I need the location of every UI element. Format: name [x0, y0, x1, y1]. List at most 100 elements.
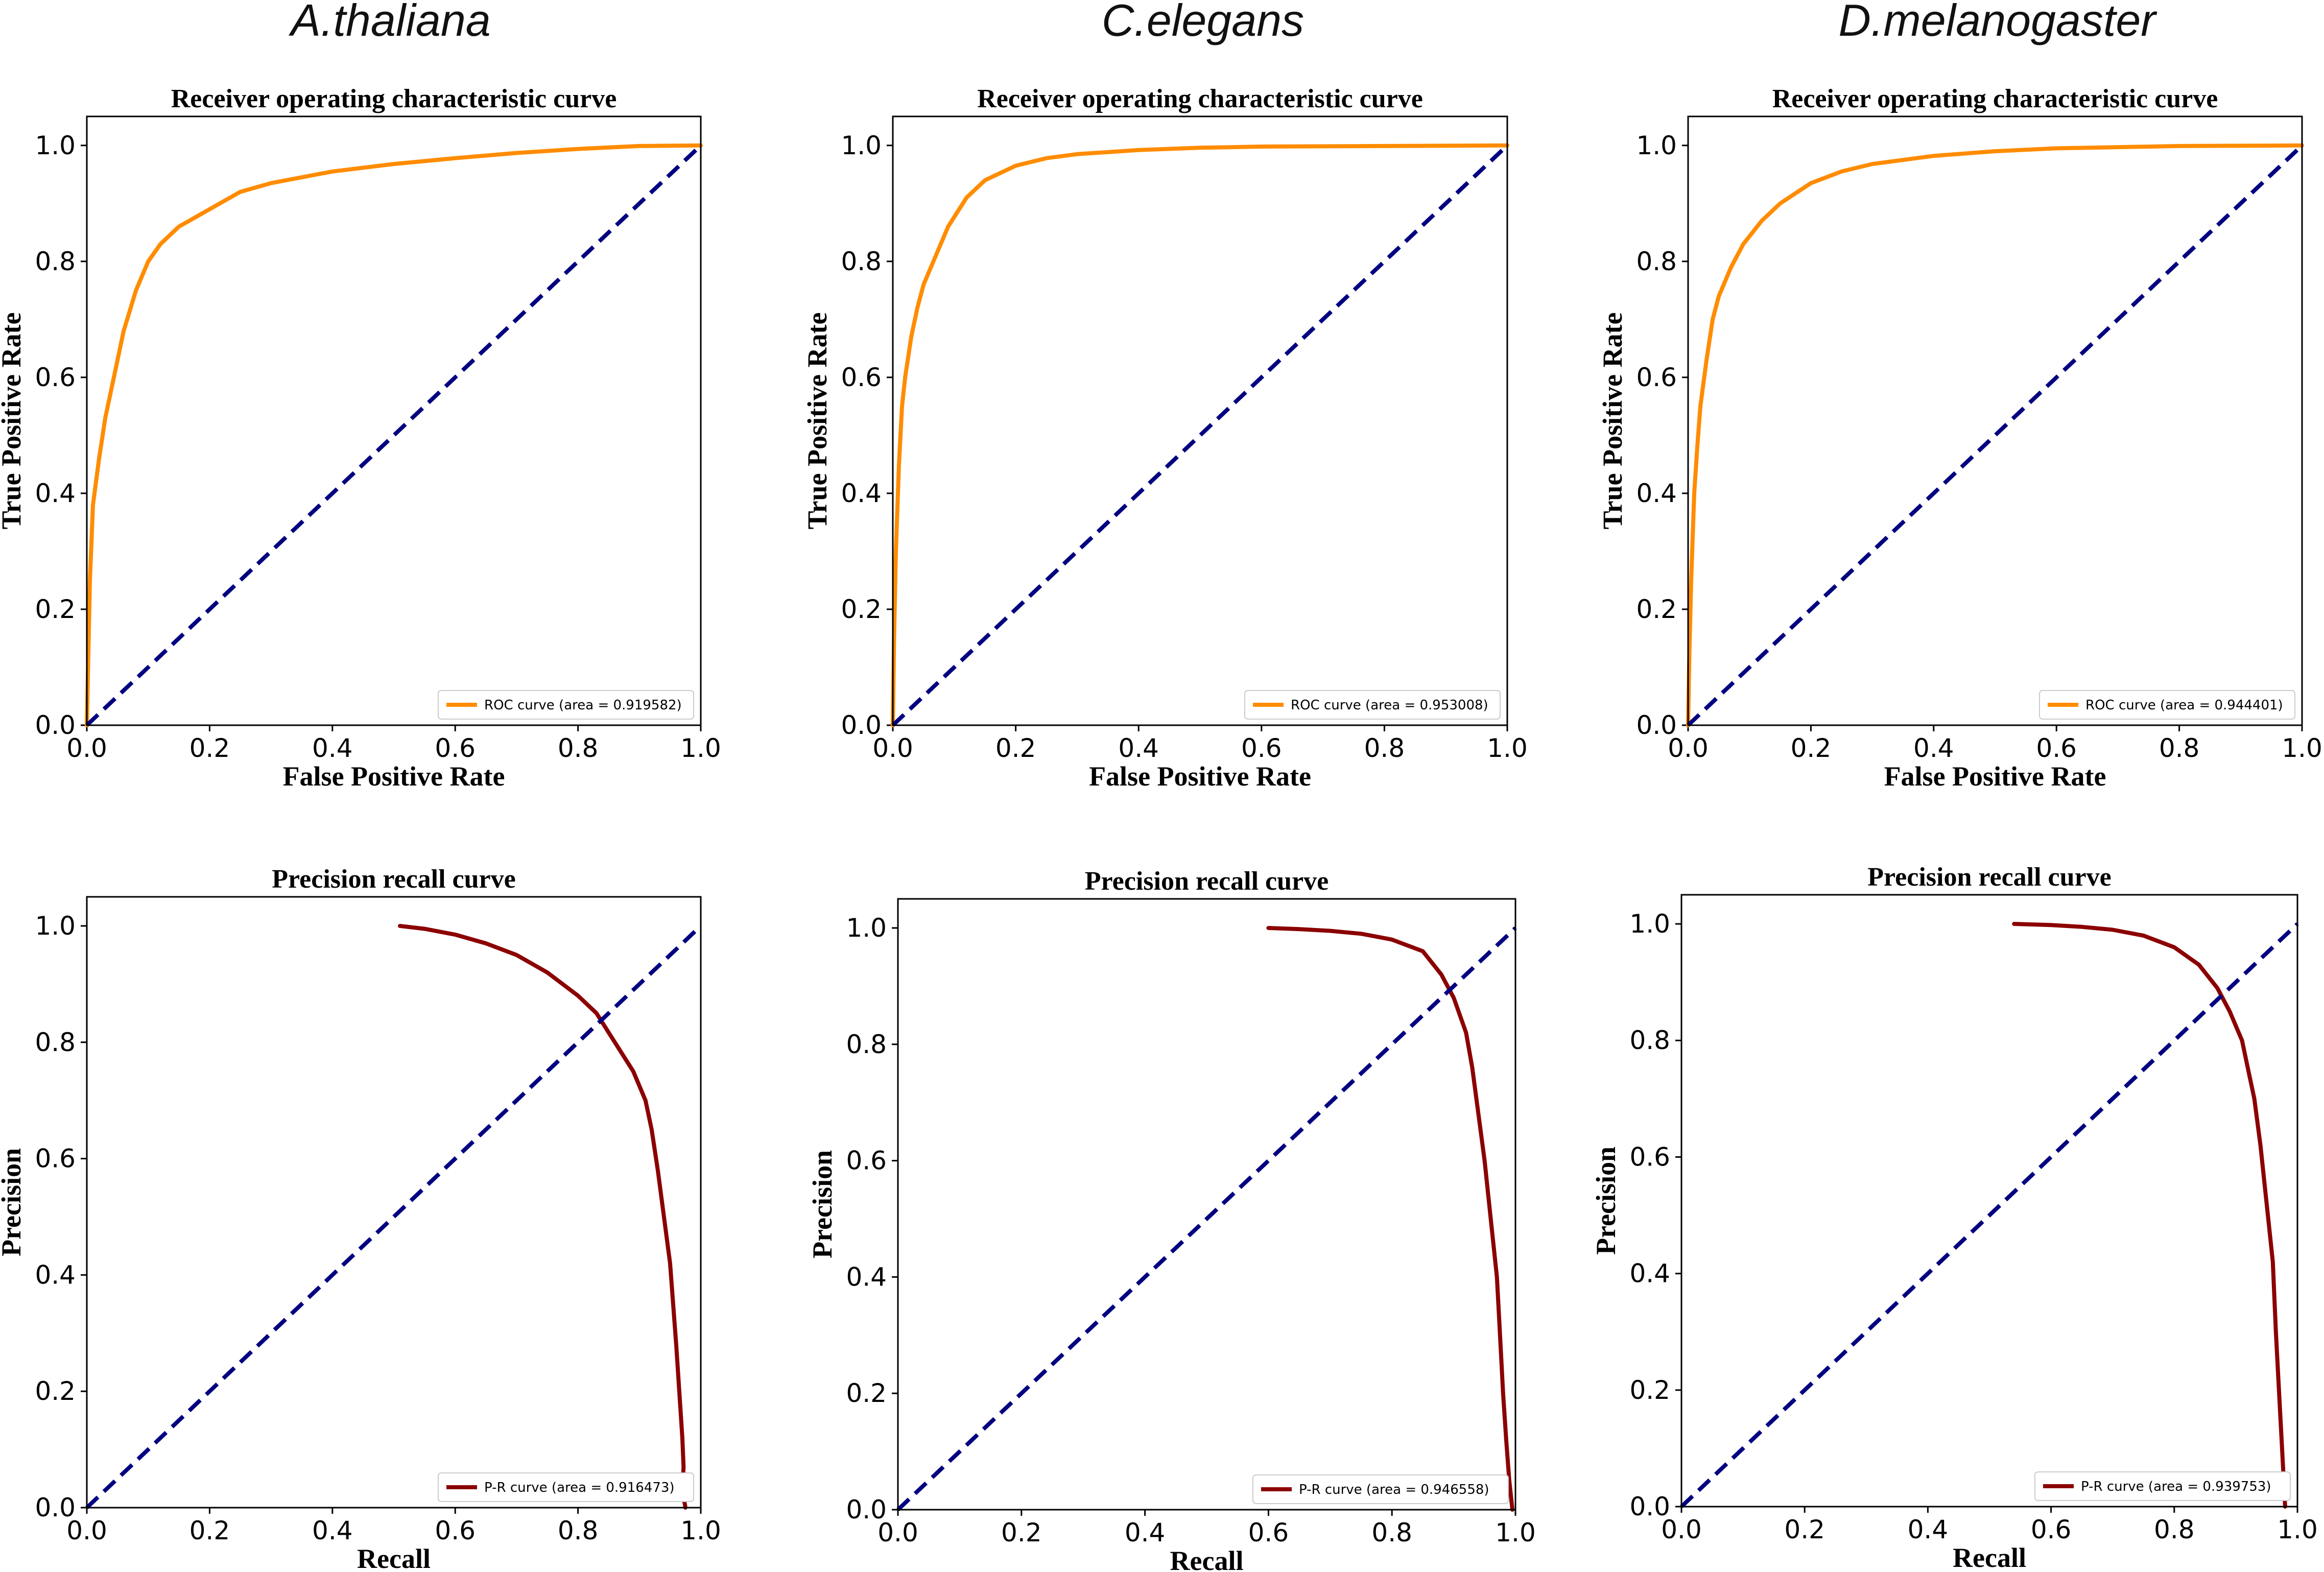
- diagonal-reference-line: [85, 924, 702, 1509]
- y-tick-label: 0.4: [841, 479, 882, 508]
- x-tick-label: 0.6: [435, 1516, 476, 1545]
- x-tick-label: 0.6: [1241, 733, 1282, 763]
- plot-frame: [897, 898, 1516, 1511]
- x-tick-label: 0.2: [189, 1516, 230, 1545]
- chart-title: Receiver operating characteristic curve: [171, 84, 617, 113]
- legend-box: [2039, 690, 2295, 720]
- x-tick-label: 0.4: [312, 733, 353, 763]
- x-tick-label: 0.2: [1791, 733, 1832, 763]
- chart-title: Precision recall curve: [1867, 863, 2111, 892]
- legend-box: [1252, 1474, 1509, 1504]
- x-tick-label: 0.4: [312, 1516, 353, 1545]
- diagonal-reference-line: [1687, 144, 2304, 727]
- x-tick-label: 1.0: [680, 733, 721, 763]
- y-tick-label: 1.0: [35, 131, 76, 160]
- x-tick-label: 0.2: [189, 733, 230, 763]
- x-tick-label: 1.0: [1487, 733, 1528, 763]
- x-tick-label: 0.0: [1661, 1515, 1702, 1544]
- x-tick-label: 0.6: [2036, 733, 2077, 763]
- y-tick-label: 0.0: [35, 1493, 76, 1522]
- y-tick-label: 0.8: [35, 247, 76, 276]
- y-axis-label: True Positive Rate: [1597, 313, 1628, 530]
- legend-label: P-R curve (area = 0.946558): [1299, 1482, 1489, 1497]
- plot-frame: [892, 115, 1508, 726]
- y-tick-label: 0.0: [1636, 710, 1677, 740]
- y-tick-label: 0.6: [35, 1144, 76, 1174]
- x-axis-label: False Positive Rate: [1884, 761, 2106, 792]
- y-axis-label: Precision: [807, 1150, 838, 1258]
- y-tick-label: 0.4: [1636, 479, 1677, 508]
- diagonal-reference-line: [1680, 922, 2299, 1508]
- chart-panel-roc-1: Receiver operating characteristic curve F…: [802, 84, 1528, 792]
- y-tick-label: 0.8: [35, 1028, 76, 1057]
- x-tick-label: 0.6: [1248, 1518, 1289, 1547]
- roc-curve-line: [1686, 143, 2304, 727]
- x-axis-label: Recall: [357, 1543, 431, 1572]
- y-tick-label: 0.0: [846, 1495, 887, 1525]
- y-tick-label: 0.4: [35, 1260, 76, 1290]
- y-tick-label: 0.4: [35, 479, 76, 508]
- y-tick-label: 1.0: [846, 913, 887, 943]
- x-tick-label: 0.4: [1908, 1515, 1949, 1544]
- y-axis-label: Precision: [0, 1148, 27, 1256]
- x-tick-label: 0.8: [2154, 1515, 2195, 1544]
- y-tick-label: 0.2: [35, 1376, 76, 1406]
- x-tick-label: 0.0: [66, 1516, 107, 1545]
- y-tick-label: 0.4: [846, 1262, 887, 1292]
- y-tick-label: 0.2: [1636, 594, 1677, 624]
- x-axis-label: False Positive Rate: [1089, 761, 1311, 792]
- x-tick-label: 0.6: [2031, 1515, 2072, 1544]
- x-tick-label: 0.8: [558, 733, 599, 763]
- x-tick-label: 0.2: [1001, 1518, 1042, 1547]
- y-tick-label: 0.8: [1629, 1026, 1670, 1055]
- diagonal-reference-line: [891, 144, 1509, 727]
- species-title-dmelanogaster: D.melanogaster: [1838, 0, 2157, 45]
- y-tick-label: 0.6: [841, 363, 882, 392]
- x-tick-label: 1.0: [1495, 1518, 1536, 1547]
- x-tick-label: 0.8: [1364, 733, 1405, 763]
- y-tick-label: 0.0: [35, 710, 76, 740]
- legend-box: [438, 1472, 694, 1502]
- x-tick-label: 0.0: [66, 733, 107, 763]
- plot-frame: [86, 115, 702, 726]
- x-tick-label: 1.0: [2282, 733, 2322, 763]
- y-tick-label: 0.8: [1636, 247, 1677, 276]
- y-tick-label: 0.0: [1629, 1492, 1670, 1521]
- plot-frame: [86, 896, 702, 1509]
- y-tick-label: 0.6: [1629, 1142, 1670, 1172]
- chart-panel-pr-0: Precision recall curve Recall Precision 0.0…: [0, 865, 721, 1572]
- y-axis-label: Precision: [1591, 1147, 1621, 1255]
- pr-curve-line: [1266, 926, 1514, 1512]
- species-title-athaliana: A.thaliana: [288, 0, 490, 45]
- x-axis-label: False Positive Rate: [283, 761, 505, 792]
- chart-panel-pr-2: Precision recall curve Recall Precision 0.0…: [1591, 863, 2318, 1572]
- y-tick-label: 0.2: [1629, 1375, 1670, 1405]
- chart-title: Receiver operating characteristic curve: [977, 84, 1423, 113]
- x-tick-label: 0.0: [878, 1518, 918, 1547]
- x-axis-label: Recall: [1953, 1542, 2026, 1572]
- plot-frame: [1680, 894, 2298, 1508]
- legend-label: P-R curve (area = 0.939753): [2081, 1479, 2271, 1494]
- legend-box: [1244, 690, 1501, 720]
- legend-label: P-R curve (area = 0.916473): [484, 1480, 675, 1495]
- y-axis-label: True Positive Rate: [0, 313, 27, 530]
- x-tick-label: 0.4: [1913, 733, 1954, 763]
- legend-label: ROC curve (area = 0.953008): [1291, 698, 1488, 713]
- x-tick-label: 0.4: [1118, 733, 1159, 763]
- pr-curve-line: [2012, 922, 2287, 1509]
- x-tick-label: 1.0: [2277, 1515, 2318, 1544]
- species-title-celegans: C.elegans: [1102, 0, 1304, 45]
- legend-box: [2034, 1471, 2291, 1501]
- x-tick-label: 0.8: [2159, 733, 2200, 763]
- y-tick-label: 1.0: [35, 911, 76, 941]
- y-tick-label: 0.2: [35, 594, 76, 624]
- y-tick-label: 0.8: [841, 247, 882, 276]
- y-tick-label: 0.6: [846, 1146, 887, 1176]
- x-tick-label: 0.0: [872, 733, 913, 763]
- x-tick-label: 0.6: [435, 733, 476, 763]
- legend-label: ROC curve (area = 0.944401): [2085, 698, 2283, 713]
- x-tick-label: 0.8: [558, 1516, 599, 1545]
- diagonal-reference-line: [85, 144, 702, 727]
- x-tick-label: 0.2: [1784, 1515, 1825, 1544]
